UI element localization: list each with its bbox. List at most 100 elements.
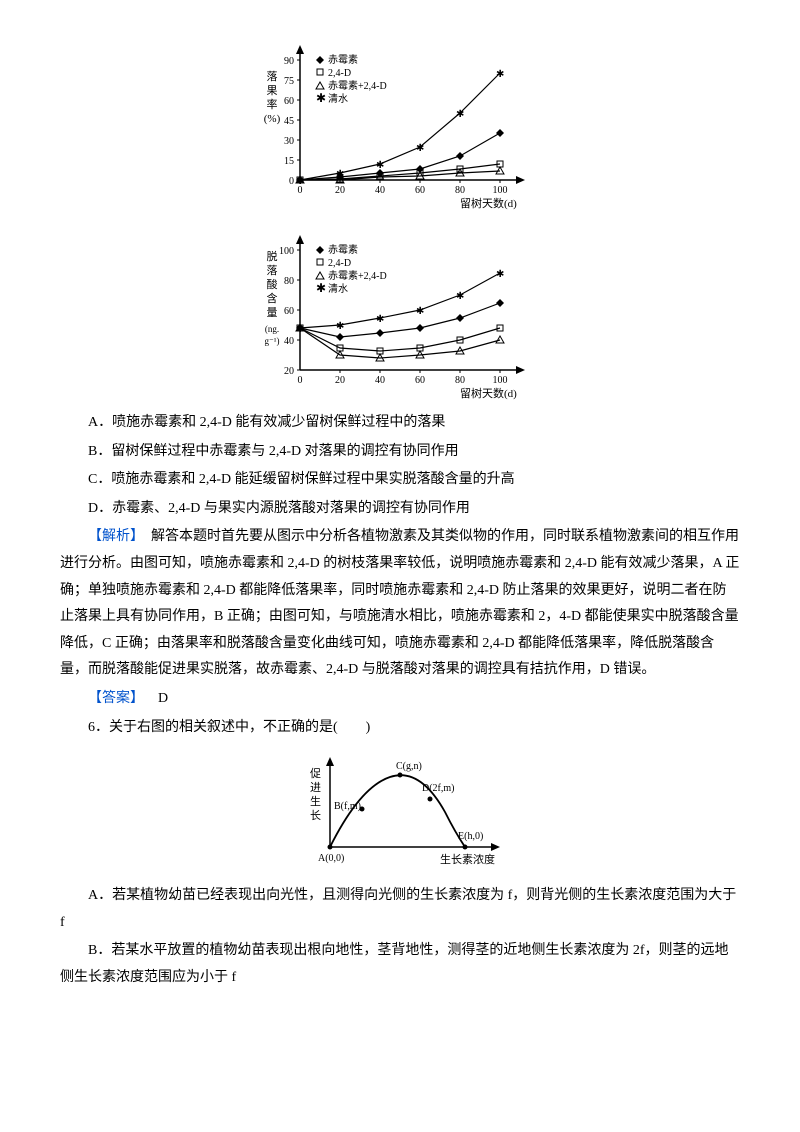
svg-text:45: 45 [284,116,294,127]
svg-text:80: 80 [455,185,465,196]
chart2-yl-7: g⁻¹) [265,336,280,346]
svg-text:100: 100 [279,246,294,257]
svg-text:0: 0 [289,176,294,187]
chart1-legend: 赤霉素 2,4-D 赤霉素+2,4-D ✱清水 [316,53,387,105]
svg-text:✱: ✱ [496,69,504,80]
chart2-xlabel: 留树天数(d) [460,386,517,400]
svg-text:30: 30 [284,136,294,147]
chart2-gib-line [300,303,500,337]
q6-point-d [428,797,433,802]
question-6-chart-container: 促 进 生 长 A(0,0) B(f,m) C(g,n) D(2f,m) E(h… [60,747,740,877]
analysis-text: 解答本题时首先要从图示中分析各植物激素及其类似物的作用，同时联系植物激素间的相互… [60,529,739,677]
answer-value: D [158,691,168,706]
auxin-curve-chart: 促 进 生 长 A(0,0) B(f,m) C(g,n) D(2f,m) E(h… [290,747,510,877]
chart2-yl-3: 酸 [267,277,278,291]
chart2-yl-1: 脱 [267,249,278,263]
chart1-xlabel: 留树天数(d) [460,196,517,210]
svg-text:✱: ✱ [416,306,424,317]
svg-text:✱: ✱ [376,314,384,325]
chart2-both-markers [296,324,504,361]
svg-text:✱: ✱ [316,91,326,105]
chart1-ylabel-2: 果 [267,84,278,97]
svg-text:✱: ✱ [456,291,464,302]
chart2-legend: 赤霉素 2,4-D 赤霉素+2,4-D ✱清水 [316,243,387,295]
option-c: C．喷施赤霉素和 2,4-D 能延缓留树保鲜过程中果实脱落酸含量的升高 [60,467,740,494]
q6-y-arrow [326,757,334,766]
svg-text:60: 60 [415,375,425,386]
chart2-x-arrow [516,366,525,374]
chart2-yticks: 20 40 60 80 100 [279,246,300,377]
chart1-ylabel-4: (%) [264,113,281,125]
svg-text:赤霉素+2,4-D: 赤霉素+2,4-D [328,269,387,282]
chart-2-container: 脱 落 酸 含 量 (ng. g⁻¹) 20 40 60 80 100 0 20… [60,220,740,400]
svg-text:80: 80 [455,375,465,386]
analysis-paragraph: 【解析】 解答本题时首先要从图示中分析各植物激素及其类似物的作用，同时联系植物激… [60,524,740,684]
chart1-ylabel-1: 落 [267,70,278,83]
chart1-ylabel-3: 率 [267,97,278,111]
q6-point-c [398,773,403,778]
svg-text:100: 100 [493,185,508,196]
svg-text:✱: ✱ [316,281,326,295]
option-a: A．喷施赤霉素和 2,4-D 能有效减少留树保鲜过程中的落果 [60,410,740,437]
chart2-yl-6: (ng. [265,324,279,334]
chart-1-svg: 落 果 率 (%) 0 15 30 45 60 75 90 0 2 [260,30,540,210]
q6-yl-3: 生 [310,794,321,808]
chart-1-container: 落 果 率 (%) 0 15 30 45 60 75 90 0 2 [60,30,740,210]
svg-text:清水: 清水 [328,92,348,105]
svg-text:赤霉素: 赤霉素 [328,53,358,66]
svg-text:40: 40 [284,336,294,347]
chart2-xticks: 0 20 40 60 80 100 [298,370,508,386]
svg-text:20: 20 [335,185,345,196]
chart2-yl-2: 落 [267,264,278,277]
q6-x-arrow [491,843,500,851]
q6-label-a: A(0,0) [318,853,344,864]
q6-xlabel: 生长素浓度 [440,852,495,866]
answer-paragraph: 【答案】D [60,686,740,713]
svg-text:60: 60 [284,96,294,107]
svg-text:80: 80 [284,276,294,287]
q6-yl-2: 进 [310,781,321,794]
q6-label-e: E(h,0) [458,831,483,842]
svg-text:40: 40 [375,375,385,386]
q6-label-b: B(f,m) [334,801,361,812]
svg-text:赤霉素+2,4-D: 赤霉素+2,4-D [328,79,387,92]
svg-text:60: 60 [415,185,425,196]
svg-text:✱: ✱ [496,269,504,280]
chart-2-svg: 脱 落 酸 含 量 (ng. g⁻¹) 20 40 60 80 100 0 20… [260,220,540,400]
svg-text:40: 40 [375,185,385,196]
svg-text:15: 15 [284,156,294,167]
svg-text:赤霉素: 赤霉素 [328,243,358,256]
svg-text:0: 0 [298,375,303,386]
q6-point-a [328,845,333,850]
svg-text:100: 100 [493,375,508,386]
analysis-label: 【解析】 [88,529,137,544]
option-d: D．赤霉素、2,4-D 与果实内源脱落酸对落果的调控有协同作用 [60,496,740,523]
chart1-x-arrow [516,176,525,184]
q6-label-c: C(g,n) [396,761,422,772]
chart2-y-arrow [296,235,304,244]
svg-text:清水: 清水 [328,282,348,295]
chart1-yticks: 0 15 30 45 60 75 90 [284,56,300,187]
svg-text:20: 20 [335,375,345,386]
svg-text:60: 60 [284,306,294,317]
chart1-xticks: 0 20 40 60 80 100 [298,180,508,196]
svg-text:75: 75 [284,76,294,87]
svg-text:90: 90 [284,56,294,67]
chart2-yl-5: 量 [267,306,278,319]
q6-yl-1: 促 [310,766,321,780]
svg-text:2,4-D: 2,4-D [328,258,351,269]
svg-text:2,4-D: 2,4-D [328,68,351,79]
question-6-option-a: A．若某植物幼苗已经表现出向光性，且测得向光侧的生长素浓度为 f，则背光侧的生长… [60,883,740,936]
chart2-yl-4: 含 [267,291,278,305]
aba-content-chart: 脱 落 酸 含 量 (ng. g⁻¹) 20 40 60 80 100 0 20… [260,220,540,400]
svg-text:20: 20 [284,366,294,377]
svg-text:✱: ✱ [336,321,344,332]
q6-point-e [463,845,468,850]
svg-text:✱: ✱ [416,143,424,154]
question-6-option-b: B．若某水平放置的植物幼苗表现出根向地性，茎背地性，测得茎的近地侧生长素浓度为 … [60,938,740,991]
q6-label-d: D(2f,m) [422,783,455,794]
fruit-drop-rate-chart: 落 果 率 (%) 0 15 30 45 60 75 90 0 2 [260,30,540,210]
chart1-y-arrow [296,45,304,54]
option-b: B．留树保鲜过程中赤霉素与 2,4-D 对落果的调控有协同作用 [60,439,740,466]
question-6-stem: 6．关于右图的相关叙述中，不正确的是( ) [60,715,740,742]
